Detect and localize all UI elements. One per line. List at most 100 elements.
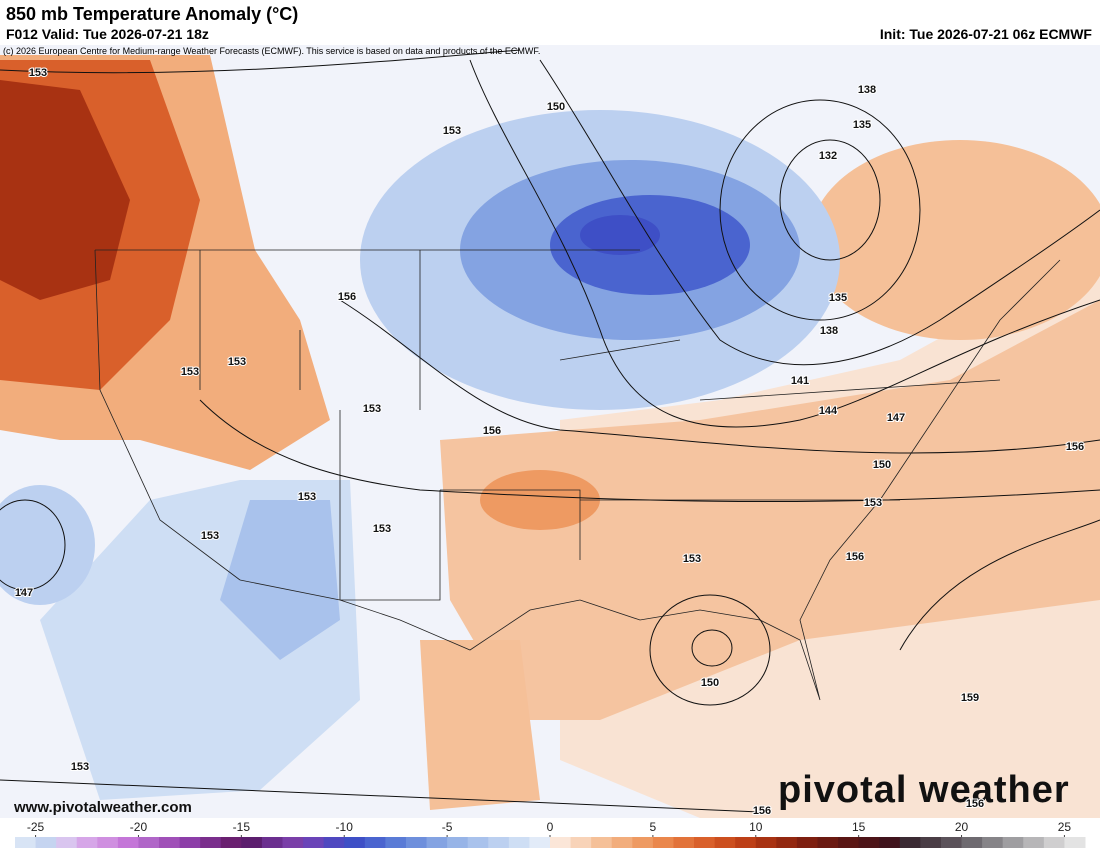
contour-label: 153 — [683, 553, 701, 565]
colorbar-tick-label: 0 — [547, 820, 554, 834]
colorbar-tick-label: -20 — [130, 820, 148, 834]
colorbar-swatch — [529, 837, 551, 848]
colorbar-swatch — [755, 837, 777, 848]
colorbar-swatch — [117, 837, 139, 848]
colorbar-swatch — [1002, 837, 1024, 848]
contour-label: 153 — [201, 530, 219, 542]
colorbar-swatch — [591, 837, 613, 848]
colorbar-swatch — [694, 837, 716, 848]
contour-line — [899, 519, 1100, 651]
colorbar-swatch — [344, 837, 366, 848]
colorbar-swatch — [364, 837, 386, 848]
contour-label: 156 — [753, 805, 771, 817]
colorbar-swatch — [1043, 837, 1065, 848]
colorbar-swatch — [138, 837, 160, 848]
title: 850 mb Temperature Anomaly (°C) — [6, 4, 298, 24]
colorbar-swatch — [817, 837, 839, 848]
colorbar-swatch — [323, 837, 345, 848]
contour-label: 153 — [864, 497, 882, 509]
contour-label: 159 — [961, 692, 979, 704]
colorbar-swatch — [920, 837, 942, 848]
colorbar-swatch — [385, 837, 407, 848]
contour-line — [199, 399, 1100, 503]
anomaly-area — [220, 500, 340, 660]
contour-label: 153 — [443, 125, 461, 137]
border-line — [95, 249, 1001, 651]
valid-time: F012 Valid: Tue 2026-07-21 18z — [6, 26, 209, 42]
anomaly-area — [480, 470, 600, 530]
contour-label: 153 — [373, 523, 391, 535]
anomaly-area — [810, 140, 1100, 340]
colorbar-tick-label: 15 — [852, 820, 866, 834]
header-background — [0, 0, 1100, 45]
init-time: Init: Tue 2026-07-21 06z ECMWF — [880, 26, 1093, 42]
anomaly-area — [0, 80, 130, 300]
colorbar-swatch — [796, 837, 818, 848]
logo: pivotal weather — [778, 769, 1070, 811]
contour-line — [691, 629, 733, 667]
colorbar-swatch — [241, 837, 263, 848]
colorbar-swatch — [1023, 837, 1045, 848]
contour-label: 150 — [547, 101, 565, 113]
coast-line — [94, 249, 1061, 701]
colorbar-swatch — [858, 837, 880, 848]
contour-line — [779, 139, 881, 261]
contour-label: 153 — [181, 366, 199, 378]
anomaly-area — [440, 300, 1100, 720]
anomaly-area — [420, 640, 540, 810]
colorbar-tick-label: 20 — [955, 820, 969, 834]
contour-line — [539, 59, 1100, 366]
website: www.pivotalweather.com — [13, 799, 192, 816]
colorbar-swatch — [35, 837, 57, 848]
colorbar-swatch — [15, 837, 37, 848]
contour-label: 147 — [15, 587, 33, 599]
contour-label: 156 — [338, 291, 356, 303]
contour-line — [0, 499, 66, 591]
colorbar-swatch — [879, 837, 901, 848]
contour-label: 156 — [483, 425, 501, 437]
colorbar-swatch — [570, 837, 592, 848]
colorbar-tick-label: 5 — [650, 820, 657, 834]
colorbar-tick-label: 10 — [749, 820, 763, 834]
colorbar-swatch — [282, 837, 304, 848]
colorbar-swatch — [97, 837, 119, 848]
colorbar-swatch — [838, 837, 860, 848]
contour-label: 135 — [829, 292, 847, 304]
contour-label: 153 — [298, 491, 316, 503]
contour-label: 144 — [819, 405, 838, 417]
colorbar-swatch — [159, 837, 181, 848]
colorbar-swatch — [261, 837, 283, 848]
contour-label: 135 — [853, 119, 871, 131]
anomaly-area — [580, 215, 660, 255]
colorbar-tick-label: -25 — [27, 820, 45, 834]
colorbar-tick-label: -5 — [442, 820, 453, 834]
colorbar-swatch — [776, 837, 798, 848]
contour-line — [719, 99, 921, 321]
contour-label: 156 — [1066, 441, 1084, 453]
colorbar-swatch — [220, 837, 242, 848]
colorbar-swatch — [447, 837, 469, 848]
map — [0, 45, 1100, 818]
colorbar-swatch — [508, 837, 530, 848]
contour-label: 153 — [228, 356, 246, 368]
contour-label: 141 — [791, 375, 809, 387]
colorbar-swatch — [940, 837, 963, 848]
colorbar-swatch — [673, 837, 695, 848]
colorbar-swatch — [611, 837, 633, 848]
contour-label: 153 — [363, 403, 381, 415]
colorbar-tick-label: 25 — [1058, 820, 1072, 834]
colorbar-swatch — [56, 837, 78, 848]
contour-line — [469, 59, 1100, 428]
colorbar-swatch — [714, 837, 736, 848]
colorbar-swatch — [488, 837, 510, 848]
colorbar-swatch — [179, 837, 201, 848]
colorbar-swatch — [405, 837, 428, 848]
contour-label: 138 — [820, 325, 838, 337]
colorbar-swatch — [652, 837, 674, 848]
contour-label: 132 — [819, 150, 837, 162]
colorbar-swatch — [899, 837, 921, 848]
contour-label: 153 — [71, 761, 89, 773]
colorbar-swatch — [467, 837, 489, 848]
colorbar-swatch — [982, 837, 1004, 848]
